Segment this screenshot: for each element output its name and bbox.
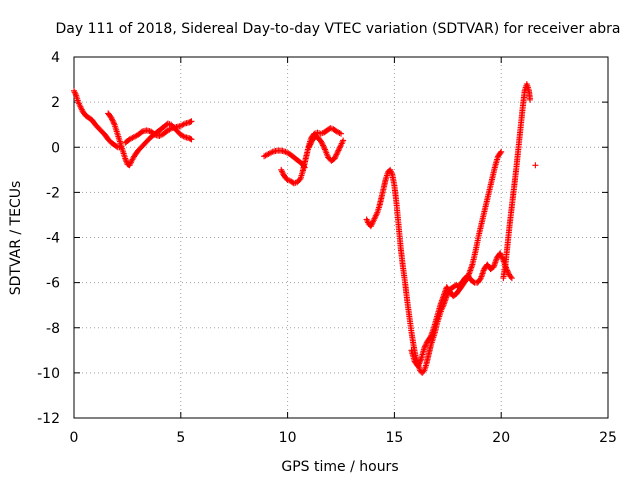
axis-ticks: 0 5 10 15 20 25 -12 -10 -8 -6 -4 -2 0 2 4 bbox=[37, 50, 617, 446]
grid-lines bbox=[74, 57, 608, 418]
data-point bbox=[497, 149, 504, 156]
data-point bbox=[188, 118, 195, 125]
data-point bbox=[423, 340, 430, 347]
data-point bbox=[462, 277, 469, 284]
data-point bbox=[532, 162, 539, 169]
data-point bbox=[109, 116, 116, 123]
data-point bbox=[320, 143, 327, 150]
data-point bbox=[307, 141, 314, 148]
data-point bbox=[321, 145, 328, 152]
x-tick-label: 15 bbox=[385, 430, 403, 446]
data-point bbox=[414, 363, 421, 370]
data-point bbox=[187, 118, 194, 125]
y-tick-label: -8 bbox=[46, 321, 60, 337]
data-point bbox=[167, 125, 174, 132]
data-point bbox=[334, 148, 341, 155]
y-tick-label: -4 bbox=[46, 231, 60, 247]
data-point bbox=[334, 150, 341, 157]
data-point bbox=[508, 275, 515, 282]
x-tick-label: 25 bbox=[599, 430, 617, 446]
data-point bbox=[477, 276, 484, 283]
y-tick-label: -10 bbox=[37, 366, 60, 382]
x-axis-label: GPS time / hours bbox=[281, 459, 398, 475]
y-tick-label: 0 bbox=[51, 140, 60, 156]
data-point bbox=[338, 130, 344, 137]
data-point bbox=[336, 146, 343, 153]
data-point bbox=[497, 251, 504, 258]
data-point bbox=[426, 334, 433, 341]
data-point bbox=[268, 149, 275, 156]
data-point bbox=[417, 357, 424, 364]
data-point bbox=[108, 114, 115, 121]
data-point bbox=[470, 278, 477, 285]
y-tick-label: -6 bbox=[46, 276, 60, 292]
data-point bbox=[497, 250, 504, 257]
x-tick-label: 0 bbox=[70, 430, 79, 446]
data-point bbox=[187, 135, 194, 142]
data-point bbox=[305, 144, 312, 151]
data-point bbox=[337, 143, 344, 150]
data-point bbox=[333, 151, 340, 158]
data-point bbox=[180, 121, 187, 128]
data-point bbox=[336, 144, 343, 151]
data-point bbox=[416, 359, 423, 366]
x-tick-label: 20 bbox=[492, 430, 510, 446]
data-point bbox=[416, 360, 423, 367]
data-point bbox=[464, 274, 471, 281]
data-point bbox=[421, 345, 428, 352]
data-point bbox=[498, 148, 505, 155]
data-points bbox=[71, 81, 539, 376]
data-point bbox=[499, 255, 506, 262]
data-point bbox=[109, 117, 116, 124]
data-point bbox=[421, 343, 428, 350]
data-point bbox=[188, 136, 195, 143]
data-point bbox=[318, 139, 325, 146]
data-point bbox=[110, 120, 117, 127]
data-point bbox=[110, 118, 117, 125]
x-tick-label: 5 bbox=[176, 430, 185, 446]
data-point bbox=[180, 133, 187, 140]
y-axis-label: SDTVAR / TECUs bbox=[8, 181, 24, 296]
x-tick-label: 10 bbox=[279, 430, 297, 446]
data-point bbox=[527, 96, 534, 103]
data-point bbox=[332, 154, 339, 161]
data-point bbox=[306, 142, 313, 149]
y-tick-label: 4 bbox=[51, 50, 60, 66]
data-point bbox=[336, 129, 343, 136]
data-point bbox=[320, 142, 327, 149]
y-tick-label: -12 bbox=[37, 411, 60, 427]
chart-title: Day 111 of 2018, Sidereal Day-to-day VTE… bbox=[55, 21, 620, 37]
data-point bbox=[507, 273, 514, 280]
data-point bbox=[463, 276, 470, 283]
data-point bbox=[307, 140, 314, 147]
data-point bbox=[331, 155, 338, 162]
data-point bbox=[415, 361, 422, 368]
data-point bbox=[340, 137, 347, 144]
data-point bbox=[465, 271, 472, 278]
y-tick-label: -2 bbox=[46, 185, 60, 201]
data-point bbox=[422, 342, 429, 349]
data-point bbox=[335, 147, 342, 154]
y-tick-label: 2 bbox=[51, 95, 60, 111]
data-point bbox=[332, 152, 339, 159]
data-point bbox=[319, 141, 326, 148]
data-point bbox=[464, 273, 471, 280]
